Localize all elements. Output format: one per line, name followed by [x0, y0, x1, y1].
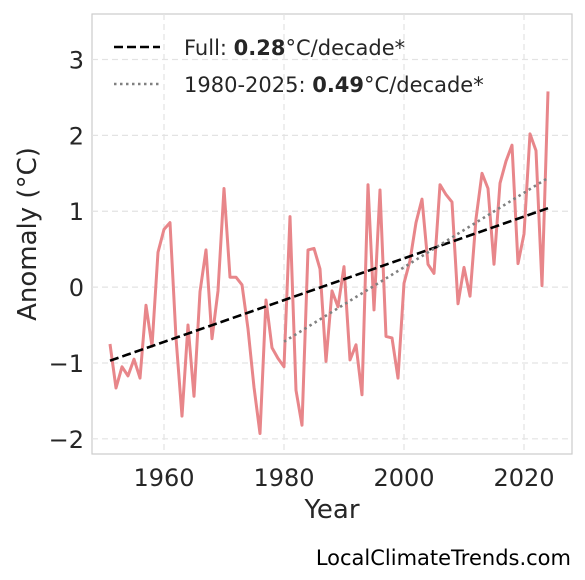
legend-entry: Full: 0.28°C/decade*: [184, 36, 405, 60]
x-tick-label: 2000: [373, 464, 434, 492]
anomaly-line: [108, 91, 550, 435]
x-tick-labels: 1960 1980 2000 2020: [133, 464, 554, 492]
credit-text: LocalClimateTrends.com: [315, 546, 571, 570]
x-axis-label: Year: [303, 495, 359, 525]
trend-line-recent: [283, 176, 549, 343]
x-tick-label: 2020: [493, 464, 554, 492]
series-group: [108, 91, 550, 435]
y-tick-label: 3: [69, 47, 84, 75]
grid: [92, 14, 572, 454]
y-tick-label: 0: [69, 274, 84, 302]
y-tick-label: −1: [49, 350, 84, 378]
y-tick-label: 2: [69, 122, 84, 150]
x-tick-label: 1960: [133, 464, 194, 492]
y-tick-label: 1: [69, 198, 84, 226]
legend-entry: 1980-2025: 0.49°C/decade*: [184, 73, 484, 97]
x-tick-label: 1980: [253, 464, 314, 492]
y-axis-label: Anomaly (°C): [13, 147, 43, 321]
legend: Full: 0.28°C/decade* 1980-2025: 0.49°C/de…: [114, 36, 484, 97]
y-tick-label: −2: [49, 426, 84, 454]
y-tick-labels: −2 −1 0 1 2 3: [49, 47, 84, 454]
